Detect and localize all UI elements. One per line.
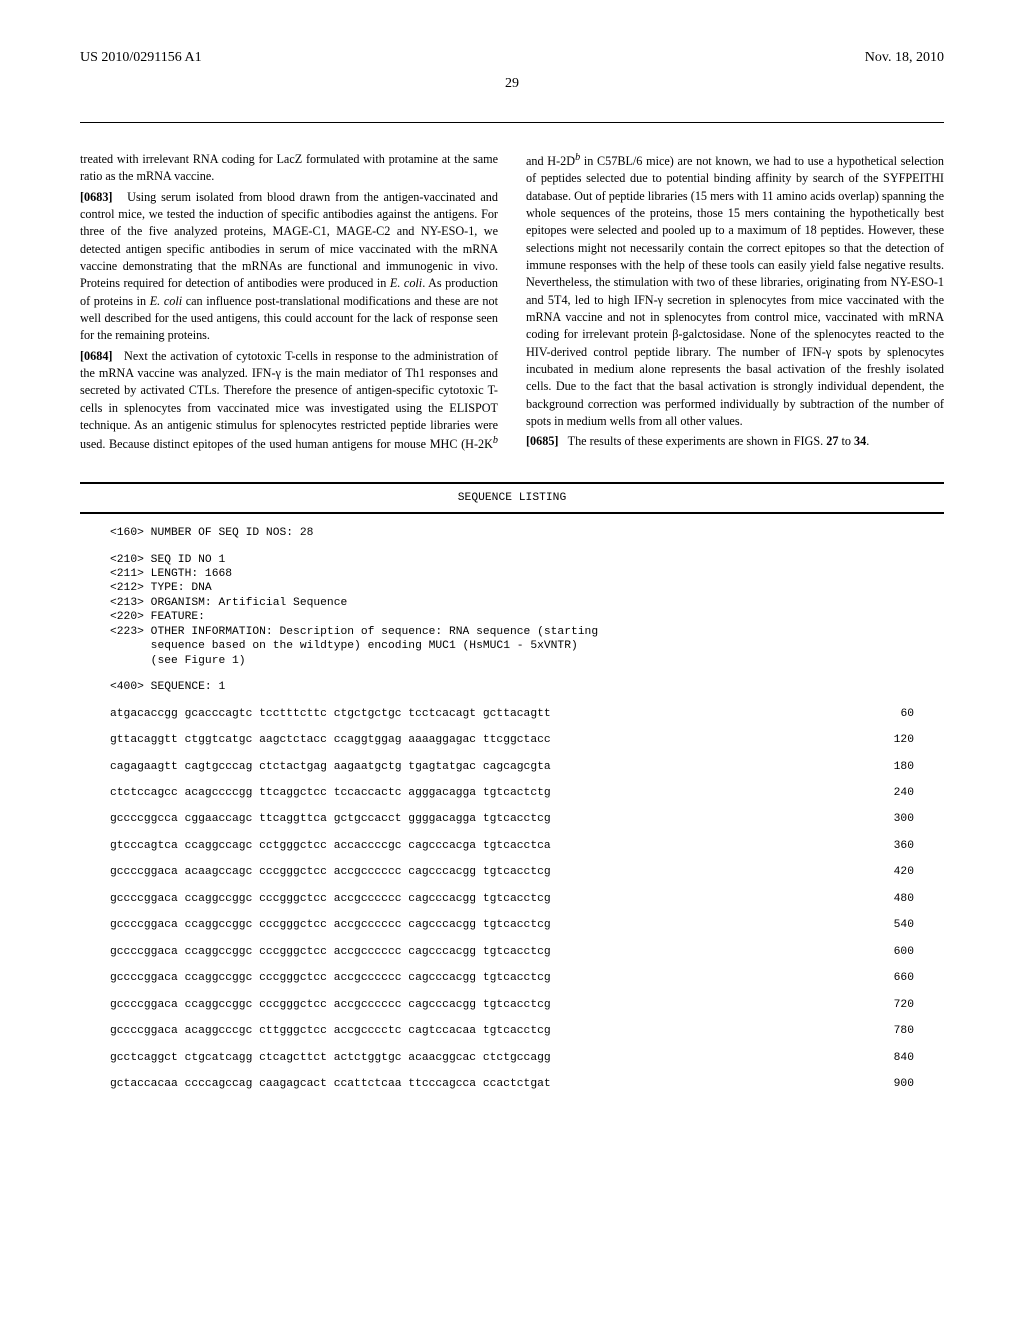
body-columns: treated with irrelevant RNA coding for L… — [80, 151, 944, 454]
seq-pos: 480 — [894, 892, 914, 906]
seq-pos: 840 — [894, 1051, 914, 1065]
seq-header: <212> TYPE: DNA — [80, 581, 944, 595]
seq-header: <160> NUMBER OF SEQ ID NOS: 28 — [80, 526, 944, 540]
seq-bases: gccccggaca ccaggccggc cccgggctcc accgccc… — [80, 918, 551, 932]
seq-row: gccccggcca cggaaccagc ttcaggttca gctgcca… — [80, 812, 944, 826]
seq-pos: 900 — [894, 1077, 914, 1091]
seq-row: gcctcaggct ctgcatcagg ctcagcttct actctgg… — [80, 1051, 944, 1065]
body-text: and H-2D — [526, 154, 575, 168]
seq-bases: gccccggaca ccaggccggc cccgggctcc accgccc… — [80, 892, 551, 906]
seq-bases: gccccggaca ccaggccggc cccgggctcc accgccc… — [80, 945, 551, 959]
seq-pos: 540 — [894, 918, 914, 932]
para-num: [0683] — [80, 190, 113, 204]
fig-ref: 34 — [854, 434, 866, 448]
seq-bases: gtcccagtca ccaggccagc cctgggctcc accaccc… — [80, 839, 551, 853]
seq-pos: 60 — [900, 707, 914, 721]
paragraph: [0685] The results of these experiments … — [526, 433, 944, 450]
seq-row: gtcccagtca ccaggccagc cctgggctcc accaccc… — [80, 839, 944, 853]
seq-pos: 180 — [894, 760, 914, 774]
seq-row: cagagaagtt cagtgcccag ctctactgag aagaatg… — [80, 760, 944, 774]
seq-bases: gccccggaca ccaggccggc cccgggctcc accgccc… — [80, 971, 551, 985]
seq-pos: 420 — [894, 865, 914, 879]
seq-row: gccccggaca ccaggccggc cccgggctcc accgccc… — [80, 892, 944, 906]
pub-date: Nov. 18, 2010 — [865, 50, 944, 66]
seq-row: gccccggaca acaggcccgc cttgggctcc accgccc… — [80, 1024, 944, 1038]
seq-bases: cagagaagtt cagtgcccag ctctactgag aagaatg… — [80, 760, 551, 774]
paragraph: treated with irrelevant RNA coding for L… — [80, 151, 498, 186]
seq-header: sequence based on the wildtype) encoding… — [80, 639, 944, 653]
species: E. coli — [390, 276, 422, 290]
seq-row: gctaccacaa ccccagccag caagagcact ccattct… — [80, 1077, 944, 1091]
seq-row: gttacaggtt ctggtcatgc aagctctacc ccaggtg… — [80, 733, 944, 747]
seq-header: (see Figure 1) — [80, 654, 944, 668]
seq-bases: ctctccagcc acagccccgg ttcaggctcc tccacca… — [80, 786, 551, 800]
paragraph: [0683] Using serum isolated from blood d… — [80, 189, 498, 345]
seq-row: gccccggaca ccaggccggc cccgggctcc accgccc… — [80, 971, 944, 985]
superscript: b — [493, 435, 498, 446]
seq-title: SEQUENCE LISTING — [80, 484, 944, 512]
para-num: [0684] — [80, 349, 113, 363]
body-text: Next the activation of cytotoxic T-cells… — [80, 349, 498, 452]
seq-header: <211> LENGTH: 1668 — [80, 567, 944, 581]
seq-bases: gttacaggtt ctggtcatgc aagctctacc ccaggtg… — [80, 733, 551, 747]
seq-rows: atgacaccgg gcacccagtc tcctttcttc ctgctgc… — [80, 707, 944, 1104]
header-rule — [80, 122, 944, 123]
body-text: The results of these experiments are sho… — [568, 434, 827, 448]
seq-header: <210> SEQ ID NO 1 — [80, 553, 944, 567]
seq-header: <213> ORGANISM: Artificial Sequence — [80, 596, 944, 610]
page: US 2010/0291156 A1 Nov. 18, 2010 29 trea… — [0, 0, 1024, 1143]
seq-bases: gccccggaca acaagccagc cccgggctcc accgccc… — [80, 865, 551, 879]
seq-bases: gccccggcca cggaaccagc ttcaggttca gctgcca… — [80, 812, 551, 826]
seq-pos: 240 — [894, 786, 914, 800]
species: E. coli — [150, 294, 182, 308]
seq-pos: 660 — [894, 971, 914, 985]
seq-row: gccccggaca ccaggccggc cccgggctcc accgccc… — [80, 945, 944, 959]
seq-pos: 720 — [894, 998, 914, 1012]
seq-bases: gccccggaca ccaggccggc cccgggctcc accgccc… — [80, 998, 551, 1012]
seq-bases: gcctcaggct ctgcatcagg ctcagcttct actctgg… — [80, 1051, 551, 1065]
seq-row: ctctccagcc acagccccgg ttcaggctcc tccacca… — [80, 786, 944, 800]
seq-row: gccccggaca ccaggccggc cccgggctcc accgccc… — [80, 998, 944, 1012]
seq-pos: 360 — [894, 839, 914, 853]
seq-row: gccccggaca acaagccagc cccgggctcc accgccc… — [80, 865, 944, 879]
seq-header: <400> SEQUENCE: 1 — [80, 680, 944, 694]
body-text: . — [866, 434, 869, 448]
seq-bases: gctaccacaa ccccagccag caagagcact ccattct… — [80, 1077, 551, 1091]
page-number: 29 — [80, 76, 944, 92]
page-header: US 2010/0291156 A1 Nov. 18, 2010 — [80, 50, 944, 66]
seq-header: <223> OTHER INFORMATION: Description of … — [80, 625, 944, 639]
sequence-listing: SEQUENCE LISTING <160> NUMBER OF SEQ ID … — [80, 482, 944, 1104]
seq-row: gccccggaca ccaggccggc cccgggctcc accgccc… — [80, 918, 944, 932]
seq-bases: atgacaccgg gcacccagtc tcctttcttc ctgctgc… — [80, 707, 551, 721]
body-text: treated with irrelevant RNA coding for L… — [80, 152, 498, 183]
seq-pos: 120 — [894, 733, 914, 747]
seq-bases: gccccggaca acaggcccgc cttgggctcc accgccc… — [80, 1024, 551, 1038]
body-text: in C57BL/6 mice) are not known, we had t… — [526, 154, 944, 428]
seq-pos: 780 — [894, 1024, 914, 1038]
seq-header: <220> FEATURE: — [80, 610, 944, 624]
body-text: to — [838, 434, 854, 448]
seq-pos: 600 — [894, 945, 914, 959]
para-num: [0685] — [526, 434, 559, 448]
seq-row: atgacaccgg gcacccagtc tcctttcttc ctgctgc… — [80, 707, 944, 721]
fig-ref: 27 — [826, 434, 838, 448]
pub-number: US 2010/0291156 A1 — [80, 50, 202, 66]
seq-pos: 300 — [894, 812, 914, 826]
